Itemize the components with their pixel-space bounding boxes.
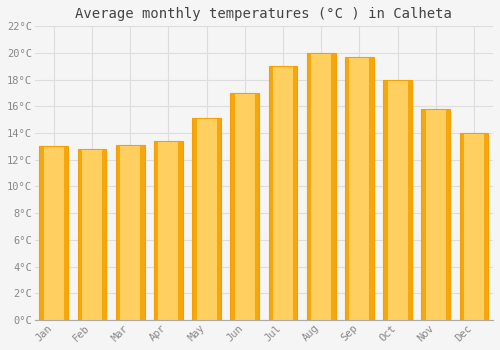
Bar [408, 80, 412, 320]
Bar [331, 53, 336, 320]
Bar [422, 109, 450, 320]
Bar [293, 66, 298, 320]
Bar [345, 57, 374, 320]
Bar [484, 133, 488, 320]
Bar [268, 66, 298, 320]
Bar [40, 146, 68, 320]
Bar [78, 149, 82, 320]
Bar [116, 145, 120, 320]
Bar [268, 66, 273, 320]
Bar [64, 146, 68, 320]
Bar [307, 53, 311, 320]
Bar [383, 80, 412, 320]
Bar [230, 93, 235, 320]
Bar [383, 80, 388, 320]
Bar [446, 109, 450, 320]
Bar [460, 133, 464, 320]
Bar [116, 145, 144, 320]
Bar [178, 141, 182, 320]
Bar [460, 133, 488, 320]
Bar [422, 109, 426, 320]
Bar [154, 141, 182, 320]
Bar [255, 93, 259, 320]
Bar [216, 118, 221, 320]
Bar [307, 53, 336, 320]
Bar [192, 118, 221, 320]
Bar [230, 93, 259, 320]
Bar [345, 57, 350, 320]
Bar [40, 146, 44, 320]
Bar [192, 118, 196, 320]
Bar [140, 145, 144, 320]
Bar [370, 57, 374, 320]
Title: Average monthly temperatures (°C ) in Calheta: Average monthly temperatures (°C ) in Ca… [76, 7, 452, 21]
Bar [154, 141, 158, 320]
Bar [102, 149, 106, 320]
Bar [78, 149, 106, 320]
